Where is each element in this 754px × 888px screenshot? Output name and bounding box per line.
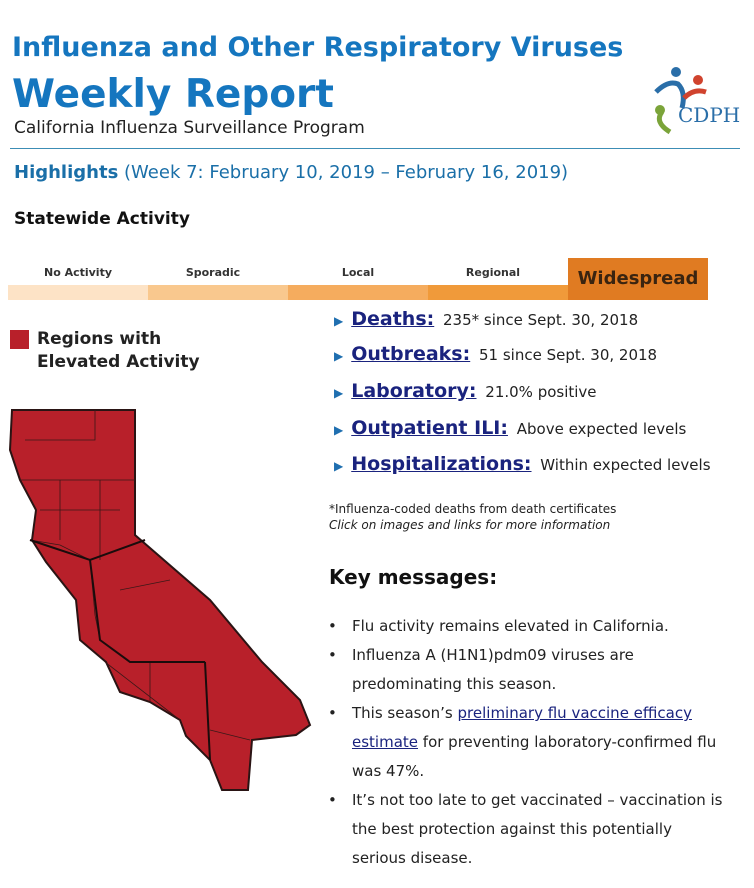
message-link[interactable]: preliminary flu vaccine efficacy estimat…: [352, 704, 692, 751]
message: It’s not too late to get vaccinated – va…: [328, 786, 728, 873]
divider: [10, 148, 740, 149]
region-lines: [29, 539, 211, 761]
scale-segment: [8, 285, 148, 300]
indicator-text: Within expected levels: [540, 456, 711, 474]
indicator-link[interactable]: Outbreaks:: [351, 343, 471, 365]
message-text: Flu activity remains elevated in Califor…: [352, 617, 669, 635]
scale-segment: [428, 285, 568, 300]
indicator: ▶ Deaths: 235* since Sept. 30, 2018: [334, 308, 639, 330]
logo: CDPH: [654, 67, 740, 135]
indicator-text: 51 since Sept. 30, 2018: [479, 346, 658, 364]
report-heading: Weekly Report: [12, 72, 334, 117]
scale-segment: [148, 285, 288, 300]
highlights-label: Highlights: [14, 162, 119, 183]
indicator-text: 235* since Sept. 30, 2018: [443, 311, 639, 329]
california-map[interactable]: [0, 400, 320, 800]
indicator-link[interactable]: Laboratory:: [351, 380, 477, 402]
activity-title: Statewide Activity: [14, 209, 190, 229]
indicator-link[interactable]: Outpatient ILI:: [351, 417, 508, 439]
indicator: ▶ Hospitalizations: Within expected level…: [334, 453, 711, 475]
message-text: This season’s: [352, 704, 458, 722]
legend-swatch: [10, 330, 29, 349]
indicator-text: Above expected levels: [516, 420, 687, 438]
footnote: *Influenza-coded deaths from death certi…: [329, 502, 617, 516]
week: (Week 7: February 10, 2019 – February 16…: [124, 162, 569, 183]
message: Influenza A (H1N1)pdm09 viruses are pred…: [328, 641, 728, 699]
highlights: Highlights (Week 7: February 10, 2019 – …: [14, 162, 568, 183]
subtitle: California Influenza Surveillance Progra…: [14, 118, 365, 138]
level-current: Widespread: [568, 258, 708, 300]
indicator-link[interactable]: Deaths:: [351, 308, 435, 330]
level-label: Sporadic: [185, 266, 241, 279]
message-text: Influenza A (H1N1)pdm09 viruses are pred…: [352, 646, 634, 693]
note: Click on images and links for more infor…: [329, 518, 611, 532]
indicator-text: 21.0% positive: [485, 383, 597, 401]
scale-segment: [288, 285, 428, 300]
level-label: Regional: [465, 266, 521, 279]
state-shape: [8, 409, 312, 791]
key-messages: Flu activity remains elevated in Califor…: [328, 612, 728, 873]
level-label: No Activity: [43, 266, 113, 279]
legend-label: Regions with Elevated Activity: [37, 329, 200, 372]
message: This season’s preliminary flu vaccine ef…: [328, 699, 728, 786]
indicator-link[interactable]: Hospitalizations:: [351, 453, 532, 475]
indicator: ▶ Laboratory: 21.0% positive: [334, 380, 597, 402]
level-label: Local: [341, 266, 375, 279]
logo-text: CDPH: [678, 103, 740, 127]
message-text: It’s not too late to get vaccinated – va…: [352, 791, 723, 867]
indicator: ▶ Outbreaks: 51 since Sept. 30, 2018: [334, 343, 658, 365]
report-title: Influenza and Other Respiratory Viruses: [12, 32, 624, 63]
message-text: for preventing laboratory-confirmed flu …: [352, 733, 717, 780]
key-messages-title: Key messages:: [329, 565, 498, 589]
indicator: ▶ Outpatient ILI: Above expected levels: [334, 417, 687, 439]
message: Flu activity remains elevated in Califor…: [328, 612, 728, 641]
